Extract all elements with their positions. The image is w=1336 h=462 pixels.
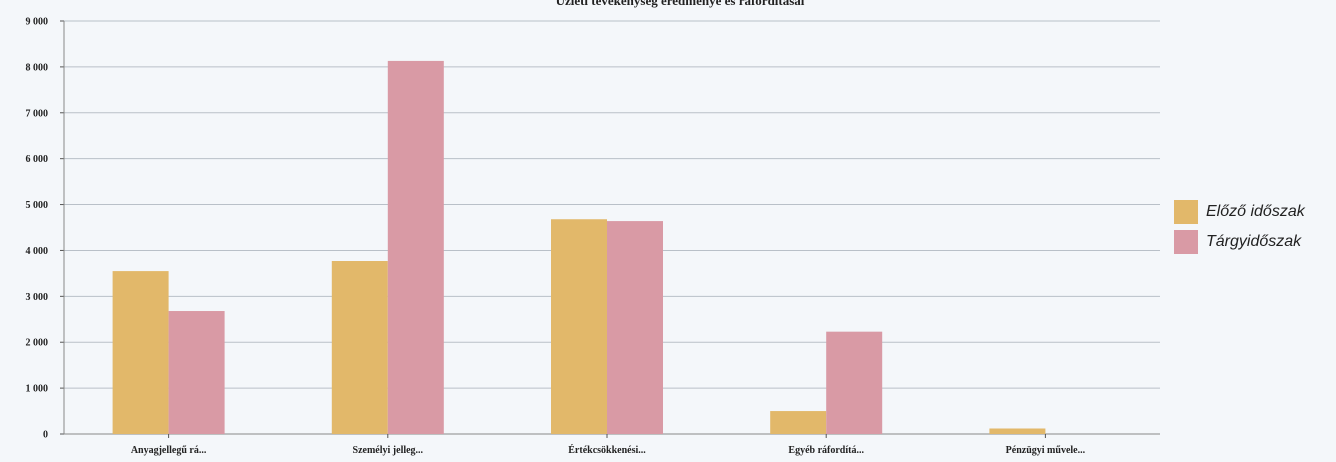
y-tick-label: 7 000 bbox=[26, 108, 49, 119]
bar-previous bbox=[112, 271, 169, 434]
legend-swatch-previous bbox=[1174, 200, 1198, 224]
x-tick-label: Értékcsökkenési... bbox=[568, 444, 646, 456]
y-tick-label: 9 000 bbox=[26, 17, 49, 28]
legend-swatch-current bbox=[1174, 230, 1198, 254]
legend-label-current: Tárgyidőszak bbox=[1206, 233, 1302, 250]
y-tick-label: 4 000 bbox=[26, 246, 49, 257]
x-tick-label: Személyi jelleg... bbox=[353, 445, 424, 456]
y-tick-label: 0 bbox=[43, 430, 48, 441]
y-axis: 0 1 000 2 000 3 000 4 000 5 000 6 000 7 000 8 00… bbox=[26, 17, 65, 441]
y-tick-label: 8 000 bbox=[26, 62, 49, 73]
y-tick-label: 1 000 bbox=[26, 384, 49, 395]
x-tick-label: Anyagjellegű rá... bbox=[131, 445, 207, 456]
y-tick-label: 3 000 bbox=[26, 292, 49, 303]
bar-previous bbox=[331, 260, 388, 434]
chart-title: Üzleti tevékenység eredménye és ráfordít… bbox=[556, 0, 805, 8]
bar-current bbox=[387, 60, 444, 434]
x-tick-label: Egyéb ráfordítá... bbox=[788, 445, 864, 456]
bar-previous bbox=[770, 411, 827, 434]
x-axis: Anyagjellegű rá... Személyi jelleg... Érté… bbox=[131, 434, 1086, 456]
bar-current bbox=[826, 331, 883, 434]
bar-current bbox=[168, 311, 225, 434]
bar-current bbox=[607, 221, 663, 434]
legend-label-previous: Előző időszak bbox=[1206, 203, 1305, 220]
legend-item-previous: Előző időszak bbox=[1174, 197, 1305, 227]
y-tick-label: 2 000 bbox=[26, 338, 49, 349]
bar-previous bbox=[989, 428, 1046, 434]
y-tick-label: 5 000 bbox=[26, 200, 49, 211]
bars bbox=[112, 60, 1046, 434]
legend-item-current: Tárgyidőszak bbox=[1174, 227, 1305, 257]
x-tick-label: Pénzügyi művele... bbox=[1006, 445, 1086, 456]
y-tick-label: 6 000 bbox=[26, 154, 49, 165]
legend: Előző időszak Tárgyidőszak bbox=[1174, 197, 1305, 257]
bar-previous bbox=[551, 219, 607, 434]
